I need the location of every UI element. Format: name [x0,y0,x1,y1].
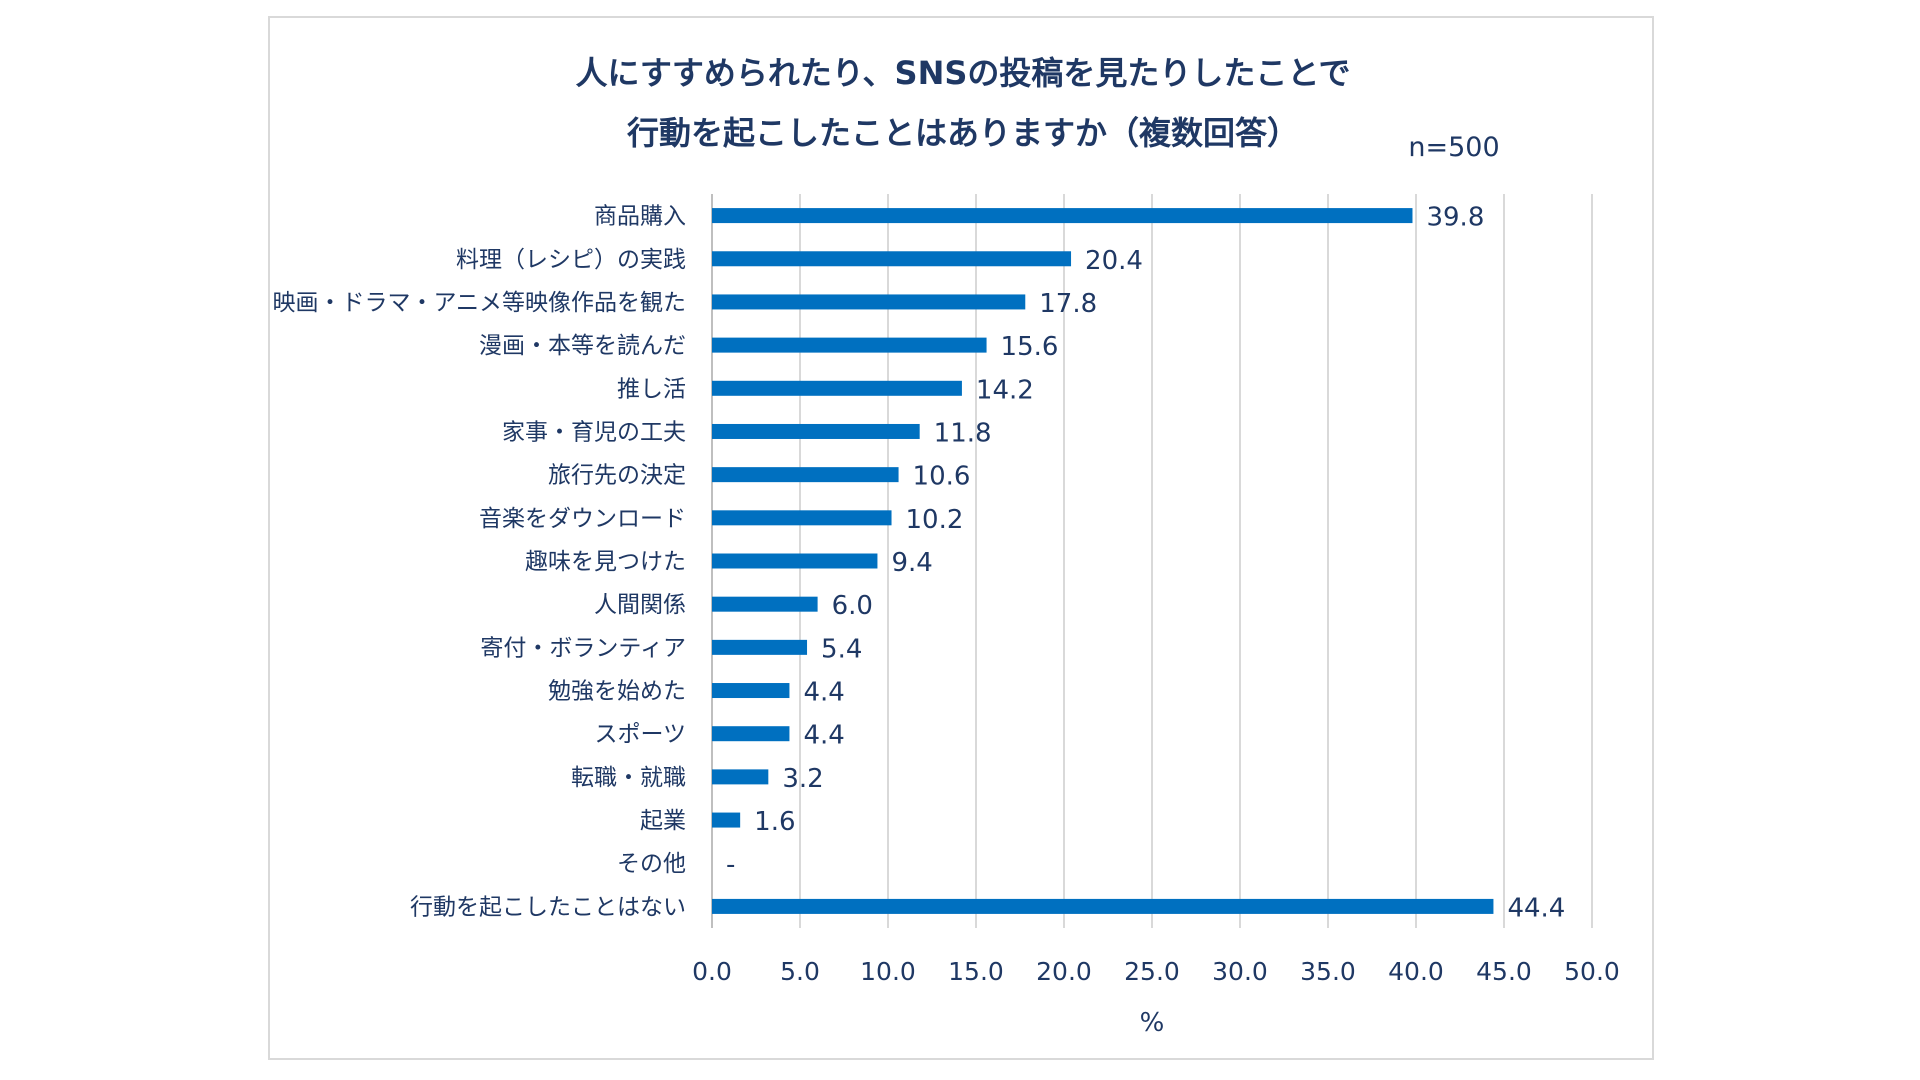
bar [712,683,790,699]
x-axis-ticks: 0.0 5.0 10.0 15.0 20.0 25.0 30.0 35.0 40.0 45.0 50… [692,957,1620,986]
bar [712,639,808,655]
bars [712,208,1494,914]
bar-chart: 人にすすめられたり、SNSの投稿を見たりしたことで 行動を起こしたことはあります… [272,54,1620,1038]
bar [712,294,1026,310]
x-tick-label: 0.0 [692,957,732,986]
data-label: 9.4 [891,548,932,578]
bar [712,769,769,785]
data-label: 1.6 [754,807,795,837]
category-label: スポーツ [594,722,686,748]
chart-frame: 人にすすめられたり、SNSの投稿を見たりしたことで 行動を起こしたことはあります… [268,16,1654,1060]
bar [712,208,1413,224]
sample-size-note: n=500 [1408,132,1499,163]
bar [712,510,892,526]
category-label: 商品購入 [594,204,686,230]
category-label: 推し活 [617,376,686,402]
bar [712,726,790,742]
x-tick-label: 30.0 [1212,957,1268,986]
category-label: 起業 [640,808,686,834]
data-label: 15.6 [1001,332,1059,362]
bar [712,596,818,612]
data-label: 11.8 [934,418,992,448]
x-tick-label: 20.0 [1036,957,1092,986]
x-tick-label: 40.0 [1388,957,1444,986]
bar [712,812,741,828]
category-label: 勉強を始めた [548,679,686,705]
category-label: 家事・育児の工夫 [502,419,686,445]
category-label: 転職・就職 [571,765,686,791]
x-tick-label: 25.0 [1124,957,1180,986]
data-label: - [726,850,735,880]
x-tick-label: 50.0 [1564,957,1620,986]
bar [712,251,1072,267]
bar [712,467,899,483]
value-labels: 39.8 20.4 17.8 15.6 14.2 11.8 10.6 10.2 9.4 6.0 5.… [726,203,1565,924]
gridlines [711,194,1593,928]
chart-title-line-2: 行動を起こしたことはありますか（複数回答） [627,114,1299,152]
category-label: その他 [617,851,686,877]
chart-title-line-1: 人にすすめられたり、SNSの投稿を見たりしたことで [576,54,1351,92]
x-tick-label: 15.0 [948,957,1004,986]
category-label: 寄付・ボランティア [480,635,686,661]
x-tick-label: 35.0 [1300,957,1356,986]
data-label: 44.4 [1507,893,1565,923]
data-label: 3.2 [782,764,823,794]
category-label: 人間関係 [594,592,686,618]
bar [712,423,920,439]
data-label: 5.4 [821,634,862,664]
data-label: 39.8 [1426,203,1484,233]
category-label: 映画・ドラマ・アニメ等映像作品を観た [272,290,686,316]
x-tick-label: 5.0 [780,957,820,986]
category-label: 旅行先の決定 [548,463,686,489]
bar [712,337,987,353]
bar [712,380,962,396]
data-label: 10.2 [906,505,964,535]
x-axis-title: % [1140,1008,1165,1038]
data-label: 4.4 [803,721,844,751]
x-tick-label: 45.0 [1476,957,1532,986]
category-label: 料理（レシピ）の実践 [456,247,686,273]
data-label: 14.2 [976,375,1034,405]
category-label: 行動を起こしたことはない [410,894,686,920]
category-label: 漫画・本等を読んだ [479,333,686,359]
data-label: 20.4 [1085,246,1143,276]
data-label: 4.4 [803,678,844,708]
category-label: 趣味を見つけた [525,549,686,575]
data-label: 6.0 [832,591,873,621]
category-labels: 商品購入料理（レシピ）の実践映画・ドラマ・アニメ等映像作品を観た漫画・本等を読ん… [272,204,686,921]
bar [712,553,878,569]
data-label: 10.6 [913,462,971,492]
x-tick-label: 10.0 [860,957,916,986]
data-label: 17.8 [1039,289,1097,319]
category-label: 音楽をダウンロード [479,506,686,532]
bar [712,898,1494,914]
